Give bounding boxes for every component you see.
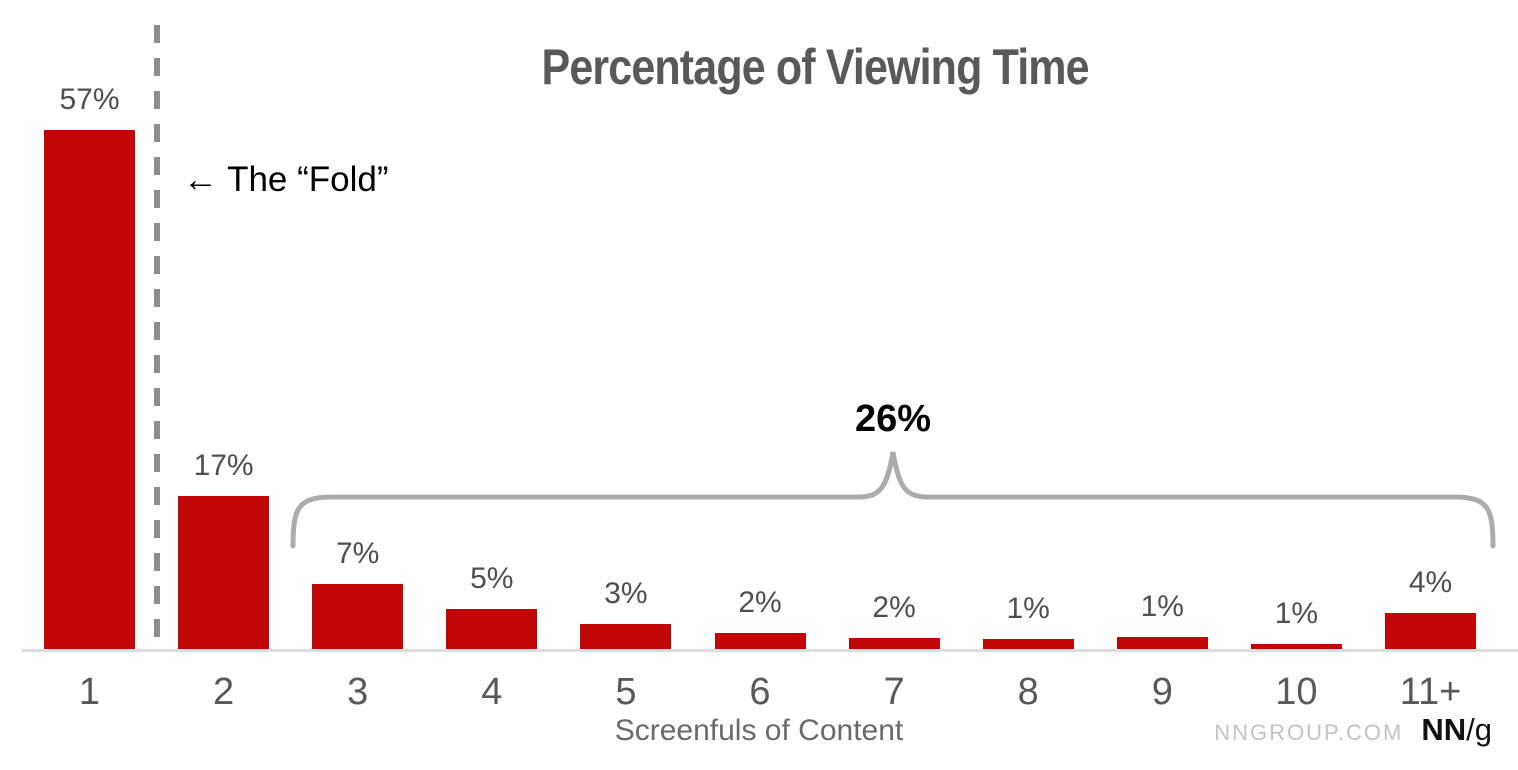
- chart-title-wrap: Percentage of Viewing Time: [0, 38, 1518, 96]
- bar-4: [446, 609, 538, 650]
- logo-letter-n1: N: [1421, 712, 1444, 747]
- bar-2: [178, 496, 270, 650]
- brace-sum-label: 26%: [854, 398, 932, 440]
- bar-value-label-3: 7%: [336, 537, 380, 570]
- bar-9: [1116, 637, 1208, 650]
- chart-title: Percentage of Viewing Time: [541, 39, 1089, 95]
- bar-value-label-1: 57%: [59, 83, 120, 116]
- bar-6: [714, 633, 806, 650]
- fold-dashed-line: [154, 25, 160, 642]
- x-tick-8: 8: [1017, 671, 1039, 713]
- bar-value-label-4: 5%: [470, 562, 514, 595]
- bar-value-label-10: 1%: [1274, 597, 1319, 630]
- bar-5: [580, 624, 672, 650]
- bar-7: [848, 638, 940, 650]
- bar-value-label-6: 2%: [738, 586, 782, 619]
- bar-value-label-7: 2%: [872, 591, 916, 624]
- x-tick-7: 7: [883, 671, 905, 713]
- bar-value-label-9: 1%: [1140, 590, 1184, 623]
- bar-8: [982, 639, 1074, 650]
- x-tick-3: 3: [347, 671, 369, 713]
- x-tick-1: 1: [78, 671, 101, 713]
- bar-3: [312, 584, 404, 650]
- x-axis-line: [22, 649, 1518, 652]
- x-tick-5: 5: [615, 671, 637, 713]
- x-tick-6: 6: [749, 671, 771, 713]
- bar-value-label-11+: 4%: [1408, 566, 1453, 599]
- x-tick-9: 9: [1151, 671, 1173, 713]
- logo-letter-n2: N: [1443, 712, 1467, 747]
- logo-slash: /: [1466, 712, 1475, 747]
- bar-11+: [1385, 613, 1476, 650]
- nng-logo: NN/g: [1421, 712, 1492, 748]
- x-tick-11+: 11+: [1399, 671, 1462, 713]
- bar-10: [1250, 644, 1342, 650]
- x-axis-title: Screenfuls of Content: [614, 714, 904, 747]
- x-tick-4: 4: [481, 671, 503, 713]
- x-tick-2: 2: [213, 671, 235, 713]
- website-text: NNGROUP.COM: [1214, 720, 1404, 745]
- bar-value-label-2: 17%: [193, 449, 254, 482]
- footer: NNGROUP.COM NN/g: [1214, 712, 1492, 748]
- x-tick-10: 10: [1275, 671, 1318, 713]
- logo-letter-g: g: [1474, 712, 1492, 747]
- bar-value-label-8: 1%: [1006, 592, 1050, 625]
- fold-annotation-label: ← The “Fold”: [183, 160, 389, 199]
- bar-value-label-5: 3%: [604, 577, 648, 610]
- bar-1: [44, 130, 135, 650]
